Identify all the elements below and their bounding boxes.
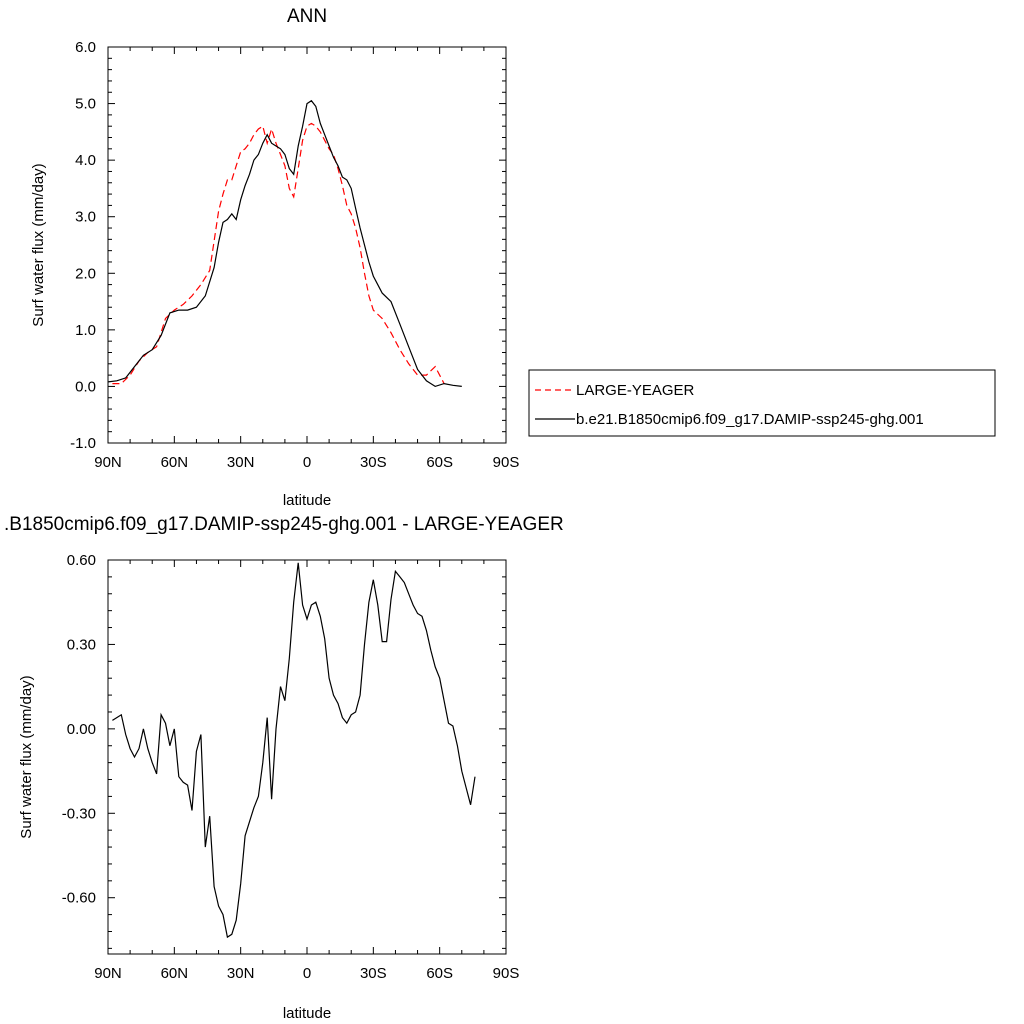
top-y-tick-label: 3.0	[75, 209, 96, 226]
top-y-tick-label: 0.0	[75, 378, 96, 395]
top-chart-title: ANN	[287, 6, 327, 27]
top-x-tick-label: 30S	[360, 454, 387, 471]
bottom-x-tick-label: 0	[303, 965, 311, 982]
bottom-y-tick-label: 0.30	[67, 636, 96, 653]
top-y-tick-label: 5.0	[75, 96, 96, 113]
bottom-y-ticks: -0.60 -0.30 0.00 0.30 0.60	[62, 552, 506, 949]
bottom-x-tick-label: 30S	[360, 965, 387, 982]
legend: LARGE-YEAGER b.e21.B1850cmip6.f09_g17.DA…	[528, 369, 996, 437]
panel-bottom: .B1850cmip6.f09_g17.DAMIP-ssp245-ghg.001…	[4, 514, 564, 1022]
bottom-y-axis-label: Surf water flux (mm/day)	[18, 675, 35, 838]
top-y-tick-label: -1.0	[70, 435, 96, 452]
bottom-x-tick-label: 90S	[493, 965, 520, 982]
bottom-x-tick-label: 60S	[426, 965, 453, 982]
bottom-x-tick-label: 60N	[161, 965, 189, 982]
top-x-ticks: 90N 60N 30N 0 30S 60S 90S	[94, 47, 519, 471]
legend-box	[528, 369, 996, 437]
top-series-line-1	[112, 122, 445, 385]
top-y-ticks: -1.0 0.0 1.0 2.0 3.0 4.0 5.0 6.0	[70, 39, 506, 452]
top-y-tick-label: 1.0	[75, 322, 96, 339]
top-y-tick-label: 6.0	[75, 39, 96, 56]
top-x-tick-label: 30N	[227, 454, 255, 471]
top-y-axis-label: Surf water flux (mm/day)	[30, 163, 47, 326]
bottom-chart-title: .B1850cmip6.f09_g17.DAMIP-ssp245-ghg.001…	[4, 514, 564, 535]
top-x-tick-label: 90S	[493, 454, 520, 471]
bottom-y-tick-label: 0.60	[67, 552, 96, 569]
top-series-line-2	[107, 99, 462, 388]
panel-top: ANN 90N 60N 30N 0 30S 60S 90S -1.0 0.0 1.0 2.0 3.0…	[30, 6, 996, 509]
bottom-x-ticks: 90N 60N 30N 0 30S 60S 90S	[94, 560, 519, 982]
legend-label-large-yeager: LARGE-YEAGER	[576, 382, 695, 399]
bottom-x-tick-label: 30N	[227, 965, 255, 982]
legend-label-damip: b.e21.B1850cmip6.f09_g17.DAMIP-ssp245-gh…	[576, 411, 924, 428]
top-x-axis-label: latitude	[283, 492, 331, 509]
top-x-tick-label: 0	[303, 454, 311, 471]
top-series-group	[107, 99, 462, 388]
bottom-y-tick-label: -0.60	[62, 890, 96, 907]
top-x-tick-label: 60S	[426, 454, 453, 471]
top-y-tick-label: 4.0	[75, 152, 96, 169]
top-y-tick-label: 2.0	[75, 265, 96, 282]
bottom-y-tick-label: -0.30	[62, 805, 96, 822]
top-x-tick-label: 90N	[94, 454, 122, 471]
bottom-x-axis-label: latitude	[283, 1005, 331, 1022]
top-x-tick-label: 60N	[161, 454, 189, 471]
bottom-x-tick-label: 90N	[94, 965, 122, 982]
bottom-y-tick-label: 0.00	[67, 721, 96, 738]
